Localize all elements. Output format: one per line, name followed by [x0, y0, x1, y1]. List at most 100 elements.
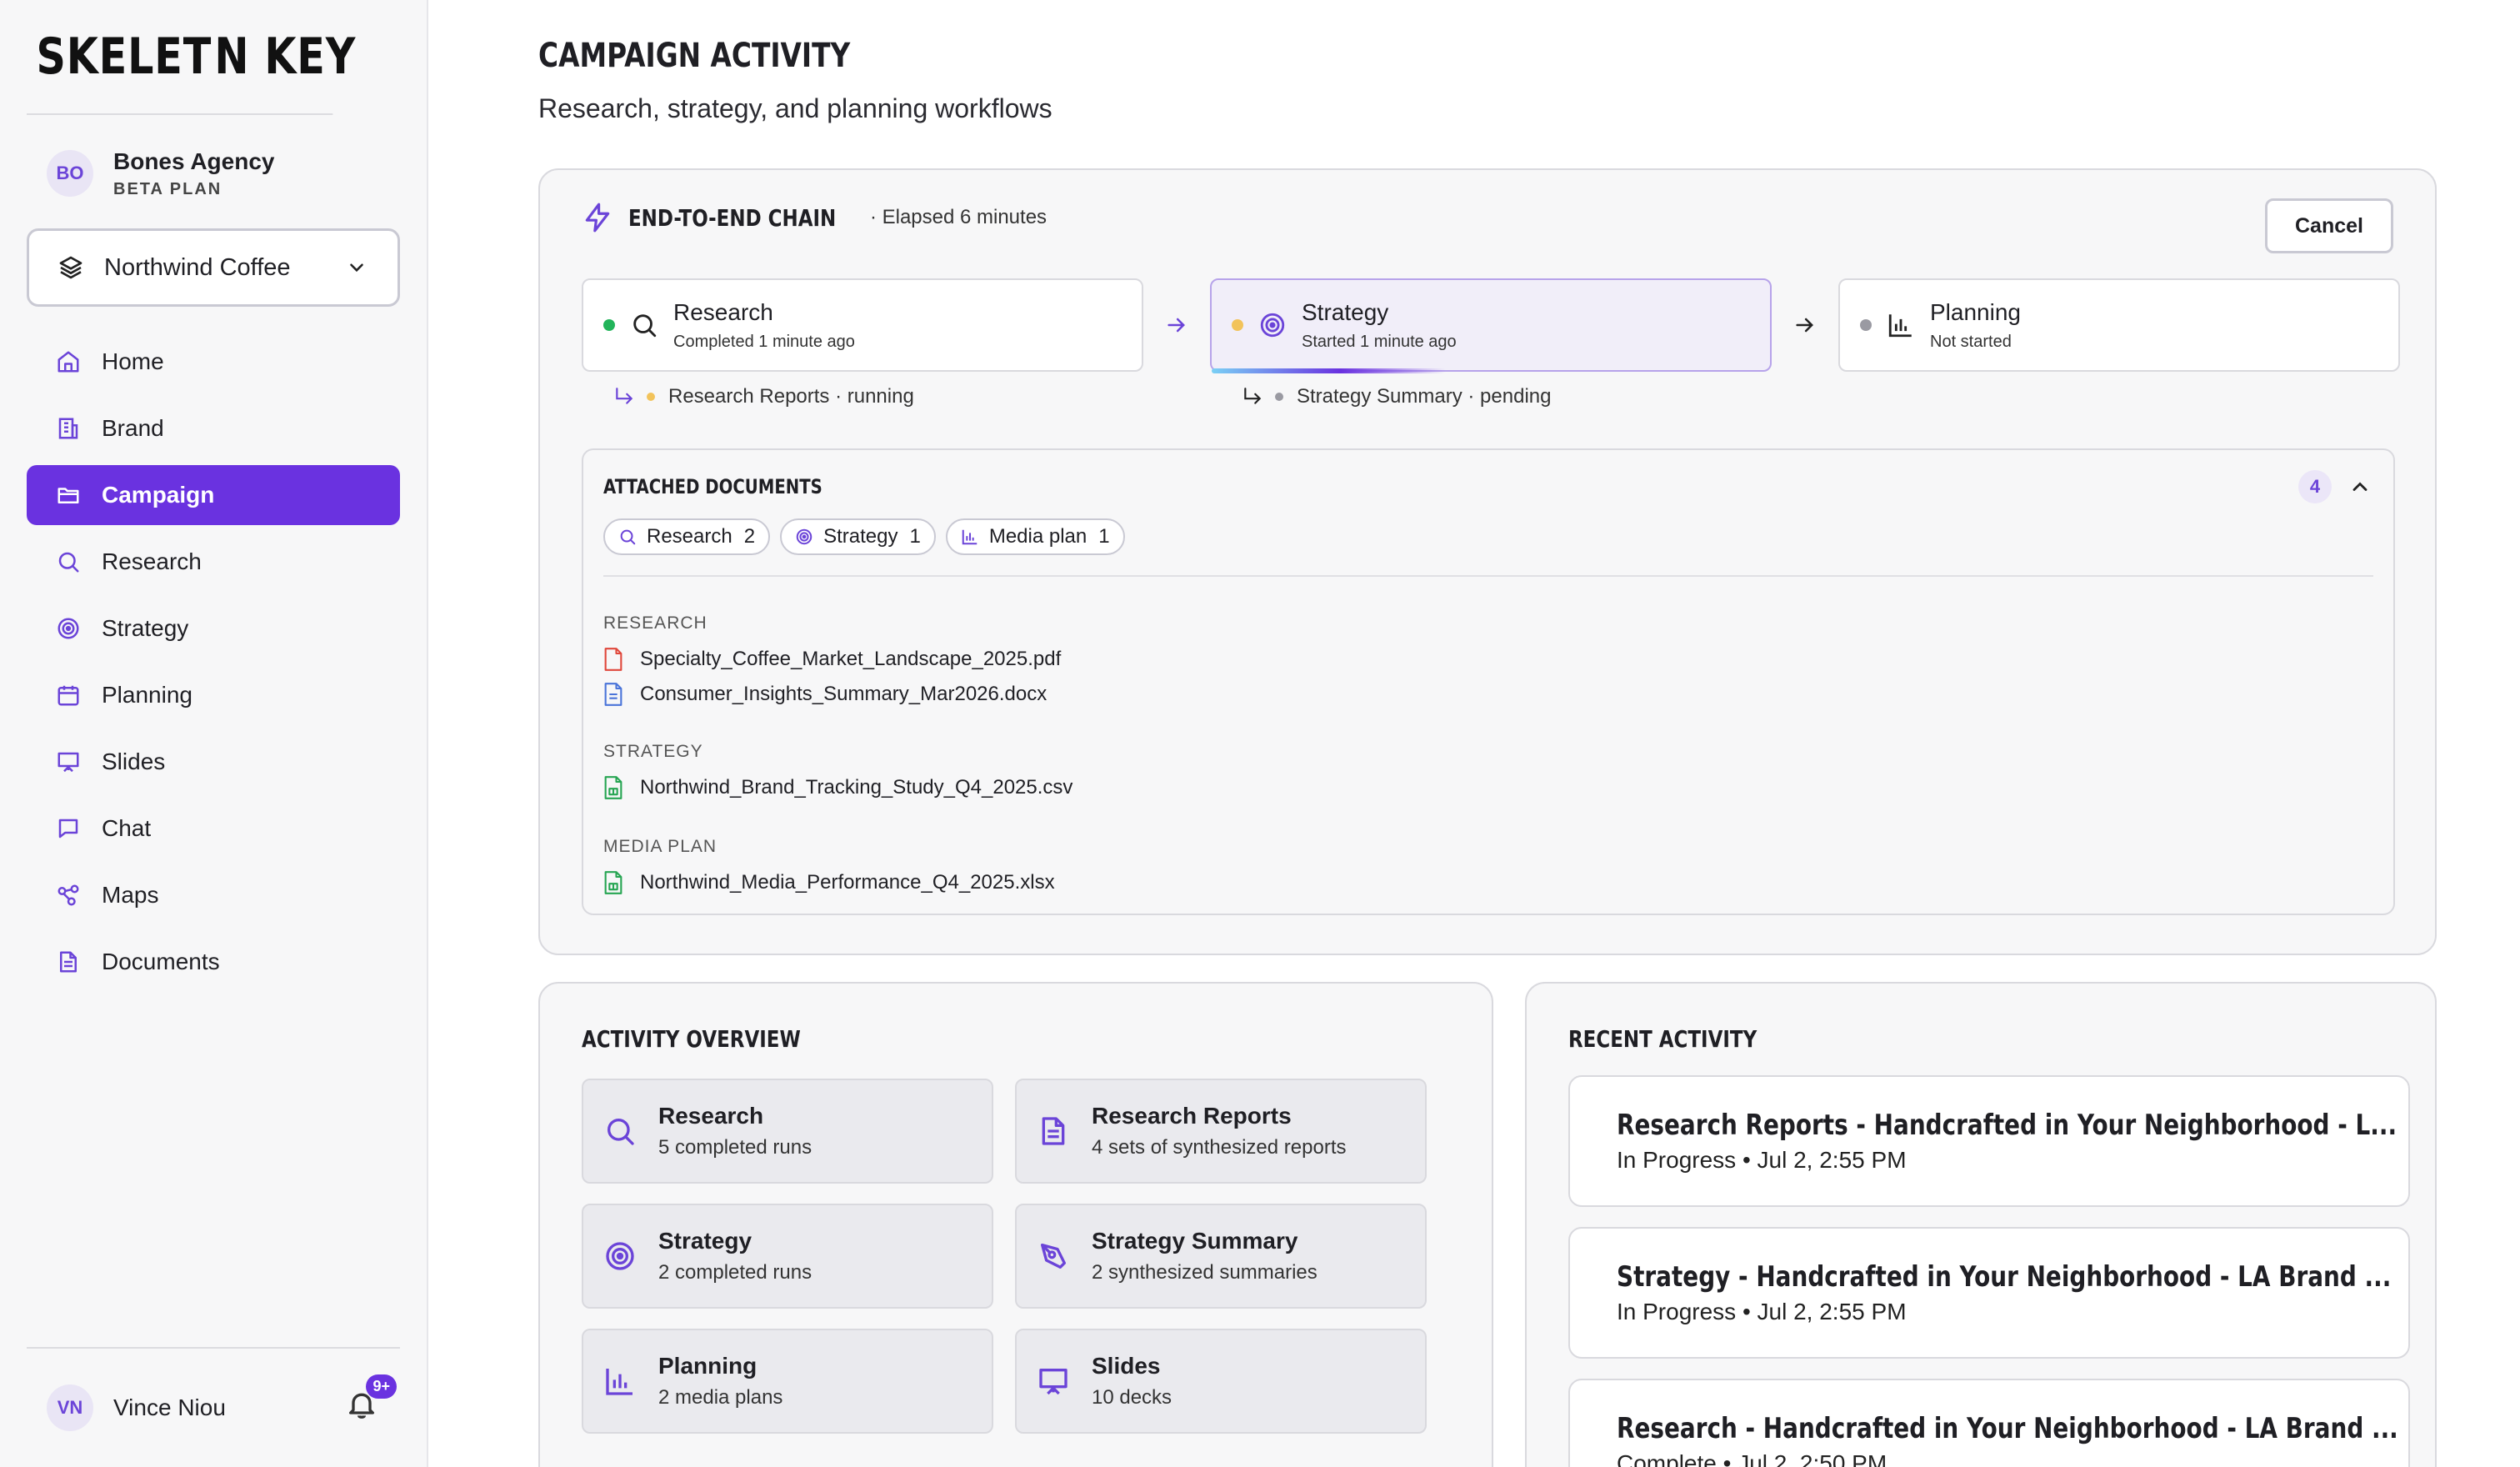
target-icon [796, 528, 812, 545]
search-icon [620, 529, 636, 545]
agency-switcher[interactable]: BO Bones Agency BETA PLAN [27, 143, 400, 203]
chip-label: Strategy [823, 525, 898, 548]
chevron-up-icon[interactable] [2348, 475, 2372, 498]
arrow-right-icon [1772, 313, 1838, 337]
logo-text-left: SKELET [36, 28, 212, 86]
recent-activity-item[interactable]: Research - Handcrafted in Your Neighborh… [1568, 1379, 2410, 1467]
step-progress-bar [1212, 368, 1447, 373]
status-dot [1232, 319, 1243, 331]
tile-desc: 2 synthesized summaries [1092, 1261, 1318, 1284]
overview-tile-research-reports[interactable]: Research Reports 4 sets of synthesized re… [1015, 1079, 1427, 1184]
step-name: Research [673, 298, 773, 325]
doc-group-strategy: STRATEGY Northwind_Brand_Tracking_Study_… [603, 742, 1072, 805]
sub-status-research: Research Reports · running [613, 385, 914, 408]
user-avatar: VN [47, 1384, 93, 1431]
sidebar-item-slides[interactable]: Slides [27, 732, 400, 792]
chain-elapsed: · Elapsed 6 minutes [869, 206, 1048, 228]
return-arrow-icon [1244, 388, 1262, 404]
document-file[interactable]: Specialty_Coffee_Market_Landscape_2025.p… [603, 642, 1061, 677]
building-icon [55, 415, 82, 442]
notification-badge: 9+ [366, 1374, 397, 1399]
target-icon [1260, 313, 1285, 338]
chain-card: END-TO-END CHAIN · Elapsed 6 minutes Can… [538, 168, 2437, 955]
recent-activity-card: RECENT ACTIVITY Research Reports - Handc… [1525, 982, 2437, 1467]
doc-group-label: MEDIA PLAN [603, 837, 718, 856]
overview-tile-planning[interactable]: Planning 2 media plans [582, 1329, 993, 1434]
bar-chart-icon [1888, 314, 1912, 338]
user-profile[interactable]: VN Vince Niou 9+ [27, 1347, 400, 1467]
sidebar-item-home[interactable]: Home [27, 332, 400, 392]
tile-name: Slides [1092, 1353, 1161, 1379]
document-file[interactable]: Northwind_Media_Performance_Q4_2025.xlsx [603, 865, 1055, 900]
recent-activity-item[interactable]: Research Reports - Handcrafted in Your N… [1568, 1075, 2410, 1207]
tile-desc: 5 completed runs [658, 1136, 812, 1159]
agency-avatar: BO [47, 150, 93, 197]
attached-documents: ATTACHED DOCUMENTS 4 Research 2 Strategy… [582, 448, 2395, 915]
sidebar-item-brand[interactable]: Brand [27, 398, 400, 458]
sidebar-item-label: Campaign [102, 482, 215, 508]
search-icon [608, 1119, 634, 1145]
overview-tile-slides[interactable]: Slides 10 decks [1015, 1329, 1427, 1434]
recent-activity-list: Research Reports - Handcrafted in Your N… [1568, 1075, 2410, 1467]
recent-activity-item[interactable]: Strategy - Handcrafted in Your Neighborh… [1568, 1227, 2410, 1359]
chip-strategy[interactable]: Strategy 1 [780, 518, 936, 555]
sidebar-item-label: Planning [102, 682, 192, 708]
sidebar-item-research[interactable]: Research [27, 532, 400, 592]
document-file[interactable]: Northwind_Brand_Tracking_Study_Q4_2025.c… [603, 770, 1072, 805]
chain-steps: Research Completed 1 minute ago Strategy… [582, 278, 2400, 373]
sidebar-item-chat[interactable]: Chat [27, 799, 400, 859]
logo-text-right: N KEY [214, 28, 357, 86]
agency-name: Bones Agency [113, 148, 275, 174]
sidebar-item-campaign[interactable]: Campaign [27, 465, 400, 525]
tile-desc: 4 sets of synthesized reports [1092, 1136, 1347, 1159]
sidebar-nav: Home Brand Campaign Research Strategy Pl… [27, 332, 400, 992]
app-logo[interactable]: SKELET N KEY [27, 0, 355, 115]
sidebar-item-label: Home [102, 348, 164, 374]
status-dot [603, 319, 615, 331]
page-title: CAMPAIGN ACTIVITY [538, 37, 851, 75]
sidebar-item-label: Slides [102, 749, 166, 774]
sidebar-item-strategy[interactable]: Strategy [27, 598, 400, 658]
chip-label: Research [647, 525, 732, 548]
tile-desc: 10 decks [1092, 1386, 1172, 1409]
sidebar-item-label: Maps [102, 882, 159, 908]
page-subtitle: Research, strategy, and planning workflo… [538, 93, 1052, 123]
target-icon [55, 615, 82, 642]
cancel-button[interactable]: Cancel [2265, 198, 2393, 253]
xlsx-file-icon [604, 871, 622, 894]
activity-overview-grid: Research 5 completed runs Research Report… [582, 1079, 1427, 1434]
sidebar-item-documents[interactable]: Documents [27, 932, 400, 992]
step-status: Completed 1 minute ago [673, 332, 855, 351]
sidebar-item-label: Strategy [102, 615, 189, 641]
map-nodes-icon [55, 882, 82, 909]
step-research[interactable]: Research Completed 1 minute ago [582, 278, 1143, 372]
bell-icon [349, 1393, 374, 1419]
client-select[interactable]: Northwind Coffee [27, 228, 400, 307]
step-strategy[interactable]: Strategy Started 1 minute ago [1210, 278, 1772, 373]
status-dot [1860, 319, 1872, 331]
overview-tile-research[interactable]: Research 5 completed runs [582, 1079, 993, 1184]
recent-activity-title: RECENT ACTIVITY [1568, 1025, 1758, 1053]
presentation-icon [55, 749, 82, 775]
chip-count: 1 [909, 525, 921, 548]
chip-count: 1 [1098, 525, 1110, 548]
doc-group-research: RESEARCH Specialty_Coffee_Market_Landsca… [603, 613, 1061, 712]
chip-research[interactable]: Research 2 [603, 518, 771, 555]
document-file[interactable]: Consumer_Insights_Summary_Mar2026.docx [603, 677, 1061, 712]
sidebar-item-planning[interactable]: Planning [27, 665, 400, 725]
status-dot [647, 393, 655, 401]
notifications-button[interactable]: 9+ [345, 1374, 397, 1428]
sidebar-item-label: Research [102, 548, 202, 574]
overview-tile-strategy[interactable]: Strategy 2 completed runs [582, 1204, 993, 1309]
step-planning[interactable]: Planning Not started [1838, 278, 2400, 372]
document-file-name: Consumer_Insights_Summary_Mar2026.docx [640, 683, 1048, 705]
presentation-icon [1039, 1369, 1068, 1395]
document-file-name: Northwind_Brand_Tracking_Study_Q4_2025.c… [640, 776, 1073, 799]
activity-title: Research - Handcrafted in Your Neighborh… [1617, 1412, 2398, 1445]
step-name: Strategy [1302, 298, 1389, 325]
chip-media-plan[interactable]: Media plan 1 [945, 518, 1125, 555]
bar-chart-icon [606, 1369, 632, 1395]
overview-tile-strategy-summary[interactable]: Strategy Summary 2 synthesized summaries [1015, 1204, 1427, 1309]
sidebar-item-maps[interactable]: Maps [27, 865, 400, 925]
doc-group-label: RESEARCH [603, 613, 708, 633]
